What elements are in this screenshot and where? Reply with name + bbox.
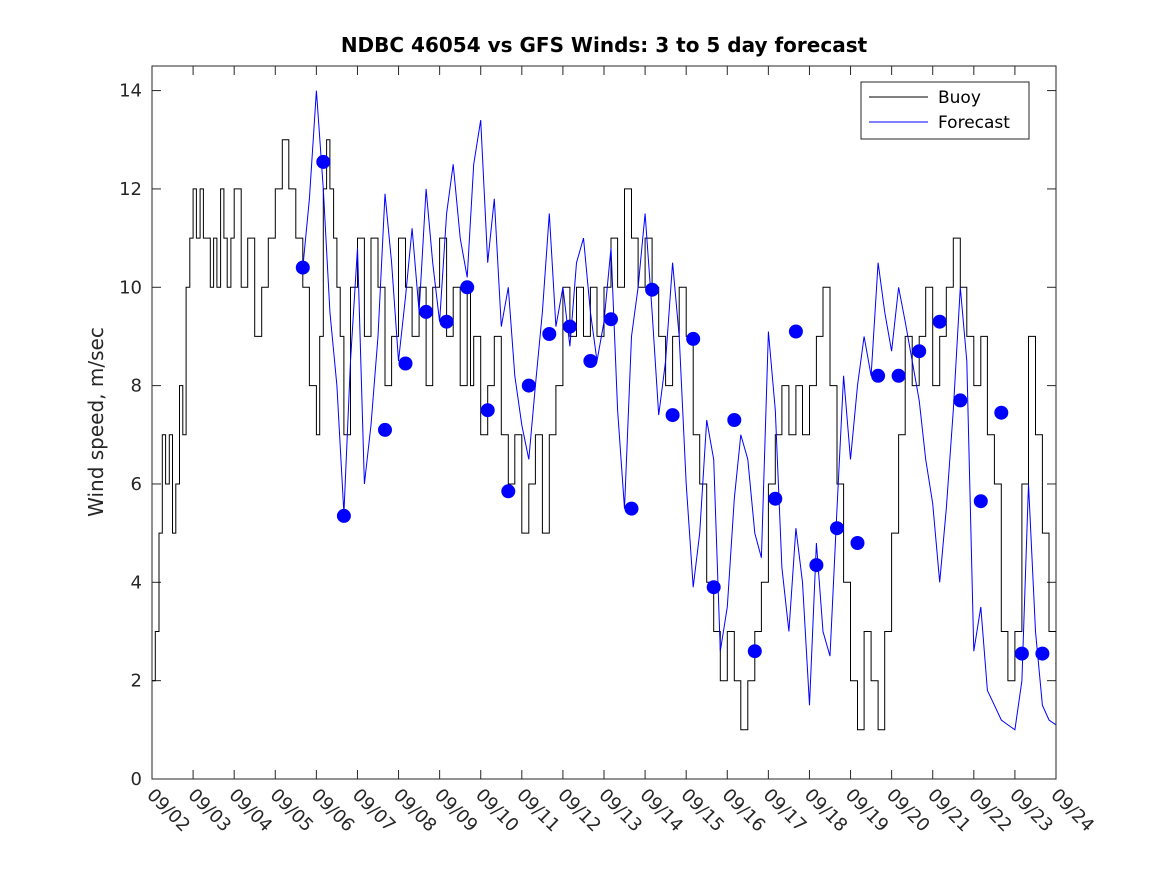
forecast-point [480, 403, 495, 418]
forecast-point [727, 413, 742, 427]
forecast-point [1035, 646, 1050, 661]
forecast-point [378, 422, 392, 437]
y-tick-label: 8 [131, 376, 142, 397]
forecast-point [501, 484, 516, 499]
forecast-point [850, 536, 865, 550]
forecast-point [871, 368, 886, 383]
forecast-point [460, 280, 475, 295]
forecast-point [932, 314, 947, 329]
forecast-point [994, 405, 1009, 420]
forecast-point [953, 393, 968, 408]
forecast-point [542, 327, 557, 341]
forecast-point [665, 408, 680, 423]
legend-box [860, 81, 1030, 140]
forecast-point [809, 558, 824, 573]
legend-forecast-label: Forecast [938, 113, 1010, 133]
series-layer [152, 90, 1056, 731]
forecast-point [747, 644, 762, 659]
forecast-point [604, 312, 618, 327]
series-line-buoy [152, 139, 1056, 731]
legend: Buoy Forecast [860, 81, 1030, 140]
y-tick-label: 14 [119, 81, 142, 102]
forecast-point [583, 354, 598, 368]
forecast-point [316, 154, 331, 169]
forecast-point [295, 260, 310, 275]
axes-box [151, 65, 1057, 780]
forecast-point [1014, 646, 1029, 661]
forecast-point [624, 501, 639, 516]
y-tick-label: 10 [119, 277, 142, 298]
legend-buoy-label: Buoy [938, 88, 981, 108]
y-axis-ticks: 0 2 4 6 8 10 12 14 [119, 81, 1056, 790]
y-tick-label: 12 [119, 179, 142, 200]
forecast-point [439, 314, 454, 329]
series-line-forecast [302, 90, 1056, 731]
forecast-point [645, 282, 660, 297]
y-tick-label: 0 [131, 769, 142, 790]
y-tick-label: 2 [131, 671, 142, 692]
forecast-point [891, 368, 906, 383]
y-tick-label: 6 [131, 474, 142, 495]
forecast-point [912, 344, 927, 359]
forecast-point [973, 494, 988, 509]
y-tick-label: 4 [131, 572, 142, 593]
forecast-point [521, 378, 536, 393]
forecast-point [562, 319, 577, 334]
forecast-point [336, 508, 351, 523]
forecast-point [830, 521, 844, 536]
forecast-point [398, 356, 413, 371]
forecast-point [706, 580, 721, 595]
forecast-point [788, 324, 803, 339]
forecast-point [768, 491, 783, 506]
forecast-point [686, 331, 701, 346]
chart-title: NDBC 46054 vs GFS Winds: 3 to 5 day fore… [341, 33, 868, 57]
y-axis-label: Wind speed, m/sec [84, 327, 108, 517]
forecast-point [419, 304, 434, 319]
